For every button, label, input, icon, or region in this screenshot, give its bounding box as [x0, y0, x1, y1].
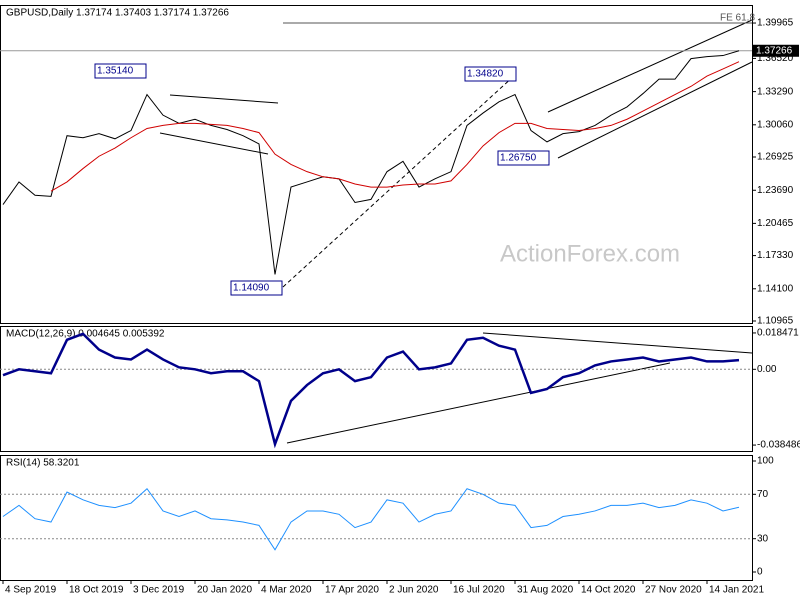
last-price-box — [753, 44, 799, 57]
panel-title: RSI(14) 58.3201 — [6, 458, 80, 469]
x-tick-label: 3 Dec 2019 — [133, 585, 185, 596]
y-tick-label: 100 — [757, 456, 774, 467]
x-tick-label: 2 Jun 2020 — [389, 585, 439, 596]
trend-line — [159, 132, 269, 155]
trend-line — [282, 74, 516, 288]
y-tick-label: -0.038486 — [757, 440, 800, 451]
x-tick-label: 18 Oct 2019 — [69, 585, 124, 596]
x-tick-label: 4 Sep 2019 — [5, 585, 57, 596]
annotation: 1.26750 — [500, 153, 537, 164]
y-tick-label: 0.018471 — [757, 328, 799, 339]
annotation-box — [464, 66, 517, 82]
last-price-label: 1.37266 — [756, 45, 793, 56]
watermark: ActionForex.com — [500, 240, 680, 267]
y-tick-label: 1.39965 — [757, 18, 794, 29]
macd-panel — [0, 326, 753, 452]
annotation-box — [230, 280, 283, 296]
trend-line — [169, 94, 279, 104]
series-line — [2, 332, 740, 449]
y-tick-label: 1.14100 — [757, 283, 794, 294]
x-tick-label: 14 Oct 2020 — [581, 585, 636, 596]
series-line — [2, 50, 740, 275]
annotation: 1.14090 — [233, 283, 270, 294]
annotation-box — [94, 63, 147, 79]
y-tick-label: 30 — [757, 533, 769, 544]
annotation: 1.34820 — [467, 69, 504, 80]
y-tick-label: 0 — [757, 567, 763, 578]
y-tick-label: 1.33290 — [757, 86, 794, 97]
panel-title: MACD(12,26,9) 0.004645 0.005392 — [6, 329, 165, 340]
series-line — [2, 488, 740, 551]
panel-title: GBPUSD,Daily 1.37174 1.37403 1.37174 1.3… — [6, 8, 229, 19]
rsi-panel — [0, 455, 753, 581]
trend-line — [286, 362, 671, 444]
x-tick-label: 16 Jul 2020 — [453, 585, 505, 596]
y-tick-label: 0.00 — [757, 364, 777, 375]
y-tick-label: 1.26925 — [757, 152, 794, 163]
series-line — [50, 61, 740, 192]
y-tick-label: 1.23690 — [757, 185, 794, 196]
y-tick-label: 1.17330 — [757, 250, 794, 261]
annotation: 1.35140 — [97, 66, 134, 77]
trend-line — [482, 332, 753, 354]
x-tick-label: 14 Jan 2021 — [709, 585, 764, 596]
y-tick-label: 70 — [757, 489, 769, 500]
y-tick-label: 1.20465 — [757, 218, 794, 229]
trend-line — [557, 61, 753, 159]
y-tick-label: 1.36520 — [757, 53, 794, 64]
trend-line — [547, 19, 753, 113]
trend-lines — [159, 19, 753, 444]
price-panel — [0, 5, 753, 324]
x-tick-label: 20 Jan 2020 — [197, 585, 252, 596]
annotation: FE 61.8 — [720, 13, 755, 24]
x-tick-label: 17 Apr 2020 — [325, 585, 379, 596]
annotation-box — [497, 150, 550, 166]
y-tick-label: 1.30060 — [757, 119, 794, 130]
y-tick-label: 1.10965 — [757, 316, 794, 327]
x-tick-label: 27 Nov 2020 — [645, 585, 702, 596]
x-tick-label: 4 Mar 2020 — [261, 585, 312, 596]
x-tick-label: 31 Aug 2020 — [517, 585, 574, 596]
